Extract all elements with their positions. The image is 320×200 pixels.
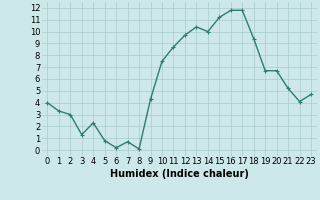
X-axis label: Humidex (Indice chaleur): Humidex (Indice chaleur) bbox=[110, 169, 249, 179]
